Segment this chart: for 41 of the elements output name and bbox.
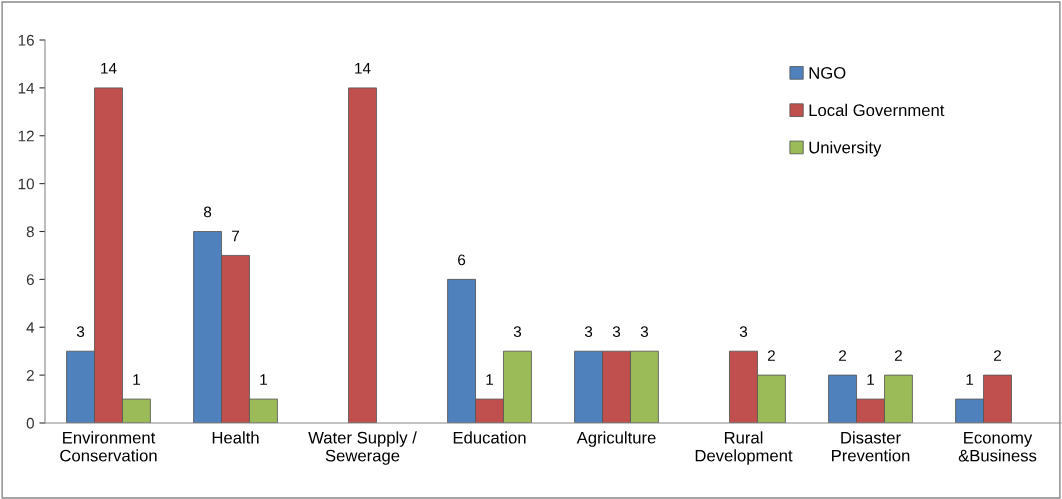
data-label: 3 [612, 326, 621, 338]
y-tick-label: 12 [18, 130, 34, 142]
legend-label: NGO [809, 67, 846, 79]
data-label: 6 [458, 254, 466, 266]
y-tick-label: 10 [18, 178, 34, 190]
y-tick-label: 4 [26, 322, 35, 333]
x-tick-label: Disaster Prevention [832, 431, 910, 462]
data-label: 8 [203, 206, 212, 218]
y-tick-label: 6 [26, 274, 34, 286]
x-tick-label: Economy &Business [958, 431, 1037, 462]
data-label: 3 [584, 326, 593, 338]
data-label: 3 [739, 326, 748, 338]
y-tick-label: 8 [26, 226, 34, 238]
y-tick-label: 0 [26, 417, 34, 429]
x-tick-label: Water Supply / Sewerage [308, 431, 417, 465]
data-label: 1 [867, 374, 874, 385]
x-tick-label: Agriculture [576, 431, 656, 447]
data-label: 1 [260, 374, 267, 385]
y-tick-label: 16 [18, 34, 34, 46]
data-label: 1 [486, 374, 493, 385]
x-tick-label: Rural Development [695, 431, 793, 465]
data-label: 3 [640, 326, 649, 338]
bar [348, 87, 377, 423]
x-tick-label: Education [453, 431, 526, 444]
data-label: 14 [355, 63, 371, 74]
data-label: 2 [839, 350, 847, 361]
data-label: 2 [767, 350, 775, 361]
y-tick-label: 2 [26, 369, 34, 381]
data-label: 3 [513, 326, 522, 338]
legend-label: University [809, 141, 882, 157]
x-tick-label: Environment Conservation [60, 431, 157, 462]
data-label: 14 [101, 63, 117, 74]
data-label: 7 [232, 230, 239, 242]
y-tick-label: 14 [18, 82, 35, 94]
data-label: 2 [894, 350, 902, 361]
data-label: 1 [966, 374, 974, 385]
x-tick-label: Health [212, 431, 259, 444]
data-label: 2 [994, 350, 1001, 361]
data-label: 3 [76, 326, 85, 338]
legend-label: Local Government [809, 103, 945, 117]
data-label: 1 [133, 374, 140, 385]
